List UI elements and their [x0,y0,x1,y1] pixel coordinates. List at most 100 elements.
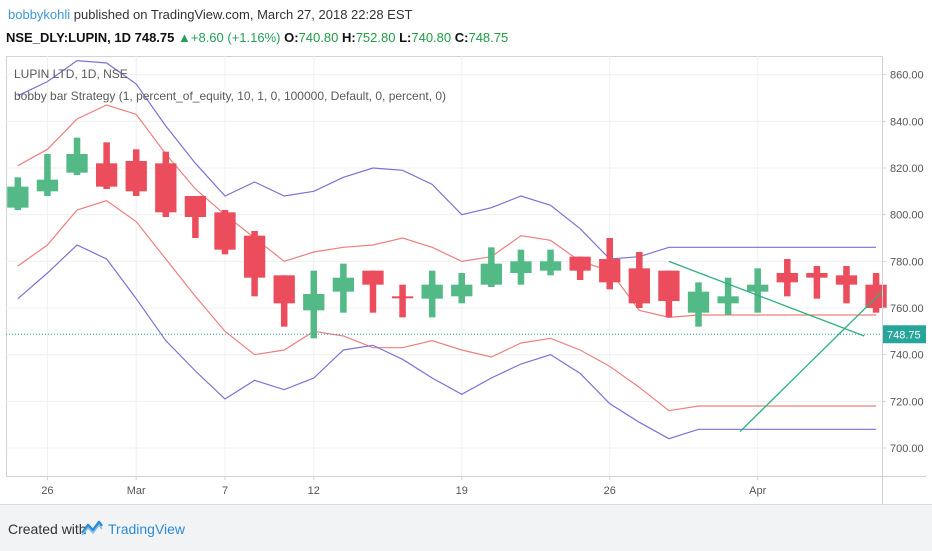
candle [155,151,177,217]
candle [332,263,355,313]
candle [7,177,29,210]
candle-body [717,296,739,304]
candle [776,259,798,297]
chart-header: bobbykohli published on TradingView.com,… [0,0,932,56]
x-tick-label: 19 [456,485,468,497]
y-axis[interactable]: 700.00 720.00 740.00 760.00 780.00 800.00 820.… [882,70,924,455]
x-tick-label: 26 [604,485,616,497]
candle-body [658,270,680,301]
candle [539,249,562,276]
x-tick-label: Mar [127,485,146,497]
y-tick-label: 840.00 [890,116,924,128]
candle [451,273,473,304]
candle-body [214,212,236,250]
candle-body [184,196,207,217]
candle-body [391,296,414,299]
candle-body [66,154,88,173]
candle [599,238,621,290]
x-tick-label: Apr [749,485,766,497]
candle-body [303,294,325,311]
trendlines-layer [668,260,883,433]
candle-wick [44,154,51,196]
price-chart[interactable]: 748.75 700.00 720.00 740.00 760.00 780.00 800… [6,56,926,504]
candle-body [155,163,177,213]
open-value: 740.80 [298,30,339,45]
symbol-label: NSE_DLY:LUPIN, 1D [6,30,131,45]
grid [6,56,882,476]
low-value: 740.80 [411,30,452,45]
x-axis[interactable]: 26 Mar 7 12 19 26 Apr [41,476,767,497]
bands-layer [17,60,877,440]
chart-title: LUPIN LTD, 1D, NSE [14,67,128,81]
candle-body [747,284,769,292]
candle [36,154,59,196]
candle-body [510,261,532,273]
candle [362,270,384,313]
candle-body [95,163,118,187]
candle-body [36,179,59,192]
candle-body [539,261,562,271]
trendline-lower [739,291,883,433]
trendline-upper [668,260,865,337]
candle [510,249,532,285]
x-tick-label: 7 [222,485,228,497]
change-value: +8.60 (+1.16%) [190,30,281,45]
band-upper-inner [17,104,877,318]
candle [658,270,680,318]
band-upper-outer [17,60,877,260]
candle [717,277,739,315]
candle [303,270,325,339]
candle [628,252,650,308]
band-lower-outer [17,244,877,440]
candle [480,247,503,287]
last-price-tag [883,325,926,344]
candle [125,149,147,196]
candle-body [7,186,29,208]
ohlc-line: NSE_DLY:LUPIN, 1D 748.75 ▲+8.60 (+1.16%)… [6,30,508,45]
publish-line: bobbykohli published on TradingView.com,… [8,7,412,22]
y-tick-label: 700.00 [890,443,924,455]
candle-body [835,275,858,285]
candle-body [569,256,591,271]
band-lower-inner [17,200,877,412]
y-tick-label: 800.00 [890,210,924,222]
candle-body [332,277,355,292]
close-value: 748.75 [468,30,509,45]
tradingview-brand-link[interactable]: TradingView [108,521,186,537]
publish-info: published on TradingView.com, March 27, … [70,7,413,22]
candle-body [628,268,650,304]
y-tick-label: 820.00 [890,163,924,175]
candle-body [273,275,295,304]
x-tick-label: 26 [41,485,53,497]
candle [66,137,88,175]
last-price: 748.75 [134,30,175,45]
author-link[interactable]: bobbykohli [8,7,71,22]
close-label: C: [454,30,469,45]
candle [835,266,858,304]
candle-body [243,235,266,278]
last-price-line: 748.75 [6,325,926,344]
candle [214,210,236,255]
high-value: 752.80 [355,30,396,45]
y-tick-label: 760.00 [890,303,924,315]
candle-body [362,270,384,285]
candle-body [125,161,147,192]
y-tick-label: 780.00 [890,256,924,268]
candle-body [687,291,710,313]
candle-body [599,259,621,283]
tradingview-logo-icon[interactable] [80,517,104,537]
candle [421,270,443,318]
candle [95,142,118,189]
strategy-label: bobby bar Strategy (1, percent_of_equity… [14,89,446,103]
open-label: O: [284,30,299,45]
candle-wick [813,266,821,299]
up-arrow-icon: ▲ [178,30,191,45]
candles-layer [7,137,887,339]
footer: Created with TradingView [0,504,932,551]
high-label: H: [341,30,356,45]
created-with-label: Created with [8,521,87,537]
candle [747,268,769,313]
y-tick-label: 740.00 [890,350,924,362]
low-label: L: [399,30,412,45]
candle [391,284,414,318]
